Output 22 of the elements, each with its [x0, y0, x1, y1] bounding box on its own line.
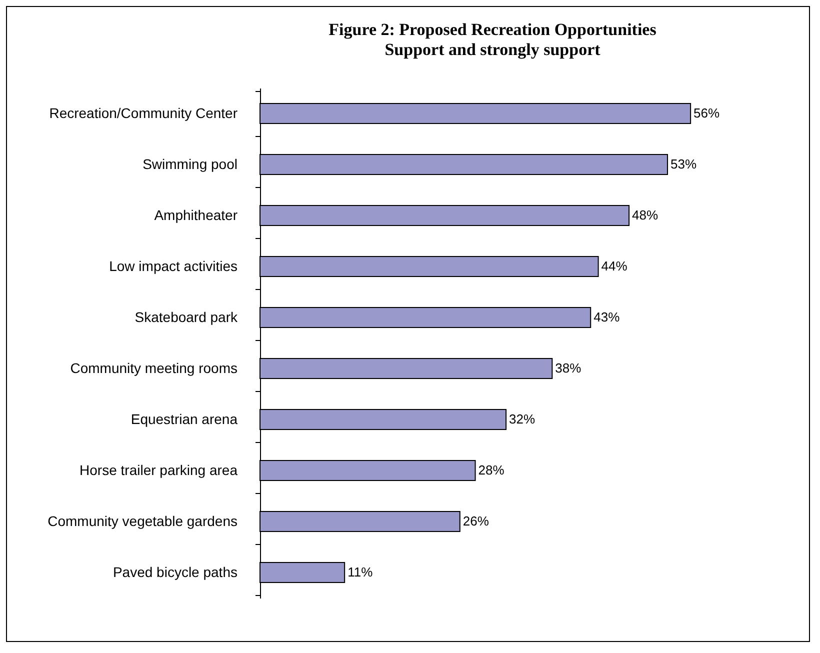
chart-title: Figure 2: Proposed Recreation Opportunities: [328, 20, 657, 39]
y-tick-label: Community vegetable gardens: [48, 513, 238, 529]
y-tick-label: Horse trailer parking area: [80, 462, 238, 478]
y-tick-label: Skateboard park: [134, 309, 238, 325]
data-label: 44%: [601, 258, 628, 274]
data-label: 48%: [632, 208, 659, 222]
y-tick-label: Paved bicycle paths: [112, 564, 238, 580]
y-tick-label: Recreation/Community Center: [49, 105, 238, 121]
data-label: 43%: [594, 310, 620, 324]
data-label: 11%: [348, 564, 374, 580]
y-tick-label: Amphitheater: [154, 207, 238, 223]
chart-subtitle: Support and strongly support: [384, 40, 601, 59]
y-tick-label: Low impact activities: [109, 258, 238, 274]
data-label: 32%: [509, 412, 536, 426]
y-tick-label: Swimming pool: [142, 156, 238, 172]
data-label: 26%: [462, 514, 490, 528]
data-label: 56%: [694, 106, 720, 120]
y-tick-label: Community meeting rooms: [70, 360, 238, 376]
data-label: 38%: [555, 360, 582, 376]
y-tick-label: Equestrian arena: [130, 411, 238, 427]
data-label: 28%: [478, 462, 505, 478]
data-label: 53%: [670, 156, 697, 172]
